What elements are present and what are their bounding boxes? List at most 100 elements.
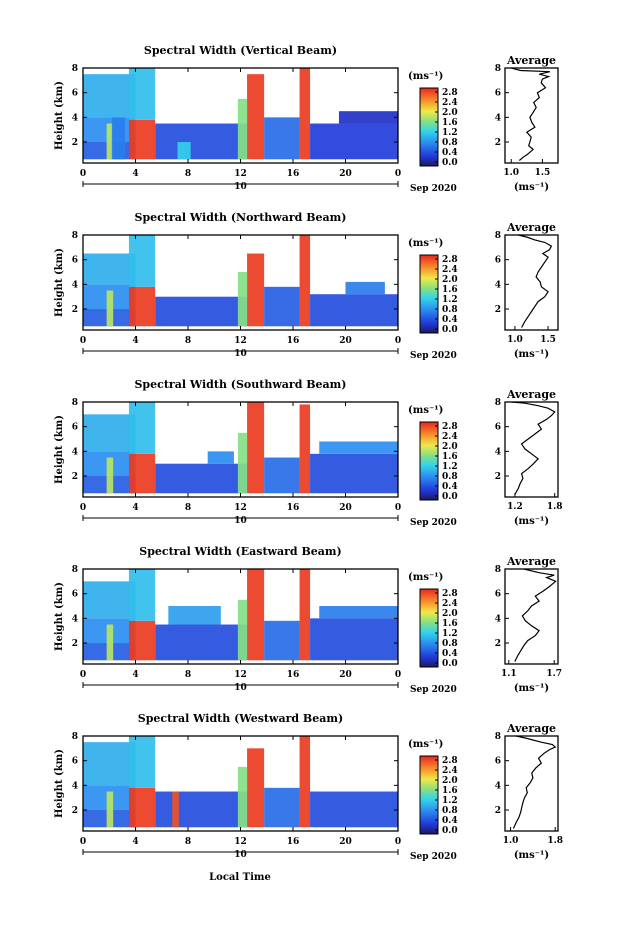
colorbar-tick-label: 0.0: [442, 826, 458, 836]
date-label: Sep 2020: [410, 852, 457, 862]
average-y-tick-label: 4: [495, 614, 501, 624]
colorbar-tick-label: 1.2: [442, 629, 458, 639]
average-profile: Average 2 4 6 8 1.2 1.8 (ms⁻¹): [495, 388, 563, 527]
y-tick-label: 4: [72, 781, 78, 791]
average-y-tick-label: 6: [495, 89, 501, 99]
x-tick-label: 8: [185, 670, 191, 680]
average-y-tick-label: 6: [495, 757, 501, 767]
x-tick-label: 16: [287, 169, 300, 179]
day-label: 10: [234, 850, 247, 860]
panel-5: Spectral Width (Westward Beam) 2 4 6 8 Height…: [54, 712, 563, 862]
colorbar-tick-label: 0.4: [442, 482, 458, 492]
date-label: Sep 2020: [410, 184, 457, 194]
x-tick-label: 12: [234, 169, 247, 179]
average-profile: Average 2 4 6 8 1.1 1.7 (ms⁻¹): [495, 555, 562, 694]
colorbar-tick-label: 2.8: [442, 88, 458, 98]
colorbar-tick-label: 1.2: [442, 796, 458, 806]
average-line: [511, 67, 551, 161]
average-x-tick-label: 1.7: [546, 669, 562, 679]
heatmap-cell: [155, 123, 248, 160]
heatmap-cell: [106, 123, 114, 160]
heatmap-cell: [155, 296, 248, 327]
heatmap-cell: [128, 402, 156, 454]
average-frame: [504, 234, 559, 331]
average-y-tick-label: 2: [495, 806, 501, 816]
colorbar: [419, 755, 439, 835]
colorbar-tick-label: 2.4: [442, 432, 458, 442]
y-tick-label: 2: [72, 639, 78, 649]
x-tick-label: 0: [80, 169, 86, 179]
heatmap-cell: [106, 791, 114, 828]
day-label: 10: [234, 182, 247, 192]
colorbar-tick-label: 2.0: [442, 609, 458, 619]
average-x-tick-label: 1.1: [501, 669, 517, 679]
x-tick-label: 0: [80, 837, 86, 847]
colorbar-tick-label: 1.6: [442, 285, 458, 295]
y-tick-label: 8: [72, 398, 78, 408]
colorbar-tick-label: 2.4: [442, 766, 458, 776]
colorbar-tick-label: 1.2: [442, 128, 458, 138]
average-y-tick-label: 2: [495, 138, 501, 148]
x-tick-label: 4: [132, 837, 138, 847]
x-tick-label: 0: [395, 169, 401, 179]
colorbar-tick-label: 2.4: [442, 265, 458, 275]
heatmap-cell: [299, 68, 311, 160]
heatmap-cell: [155, 463, 248, 494]
x-tick-label: 4: [132, 169, 138, 179]
y-tick-label: 6: [72, 590, 78, 600]
heatmap-cell: [172, 791, 179, 828]
heatmap-cell: [310, 123, 398, 160]
x-tick-label: 4: [132, 503, 138, 513]
average-y-tick-label: 4: [495, 280, 501, 290]
colorbar-tick-label: 2.0: [442, 776, 458, 786]
date-label: Sep 2020: [410, 351, 457, 361]
y-tick-label: 8: [72, 565, 78, 575]
average-x-tick-label: 1.5: [535, 168, 551, 178]
heatmap-cell: [128, 736, 156, 788]
panel-title: Spectral Width (Northward Beam): [135, 211, 347, 224]
average-y-tick-label: 8: [495, 565, 501, 575]
average-line: [511, 401, 556, 495]
heatmap-cell: [247, 569, 265, 661]
colorbar-tick-label: 2.8: [442, 756, 458, 766]
heatmap-cell: [128, 68, 156, 120]
day-label: 10: [234, 516, 247, 526]
colorbar-tick-label: 0.0: [442, 659, 458, 669]
y-tick-label: 6: [72, 256, 78, 266]
y-tick-label: 8: [72, 64, 78, 74]
colorbar-tick-label: 1.6: [442, 452, 458, 462]
colorbar-tick-label: 2.4: [442, 98, 458, 108]
average-y-tick-label: 2: [495, 639, 501, 649]
x-tick-label: 8: [185, 503, 191, 513]
heatmap-cell: [128, 453, 156, 494]
y-tick-label: 8: [72, 231, 78, 241]
x-tick-label: 20: [339, 670, 352, 680]
average-line: [518, 234, 553, 328]
heatmap-cell: [264, 787, 300, 828]
heatmap-cell: [319, 606, 398, 619]
average-y-tick-label: 8: [495, 398, 501, 408]
x-tick-label: 8: [185, 169, 191, 179]
average-x-label: (ms⁻¹): [514, 683, 549, 694]
heatmap-cell: [106, 624, 114, 661]
heatmap-cell: [237, 98, 248, 160]
heatmap-cell: [247, 402, 265, 494]
colorbar: [419, 588, 439, 668]
y-axis-label: Height (km): [54, 415, 65, 484]
colorbar-tick-label: 2.0: [442, 275, 458, 285]
average-x-label: (ms⁻¹): [514, 850, 549, 861]
heatmap-cell: [264, 620, 300, 661]
average-y-tick-label: 4: [495, 781, 501, 791]
y-tick-label: 2: [72, 305, 78, 315]
x-tick-label: 16: [287, 670, 300, 680]
average-x-tick-label: 1.0: [503, 168, 519, 178]
heatmap-cell: [155, 791, 248, 828]
heatmap-cell: [264, 117, 300, 160]
colorbar-tick-label: 1.6: [442, 619, 458, 629]
y-tick-label: 8: [72, 732, 78, 742]
heatmap-cell: [310, 453, 398, 494]
heatmap-cell: [237, 766, 248, 828]
colorbar-tick-label: 0.4: [442, 315, 458, 325]
colorbar-tick-label: 0.0: [442, 492, 458, 502]
